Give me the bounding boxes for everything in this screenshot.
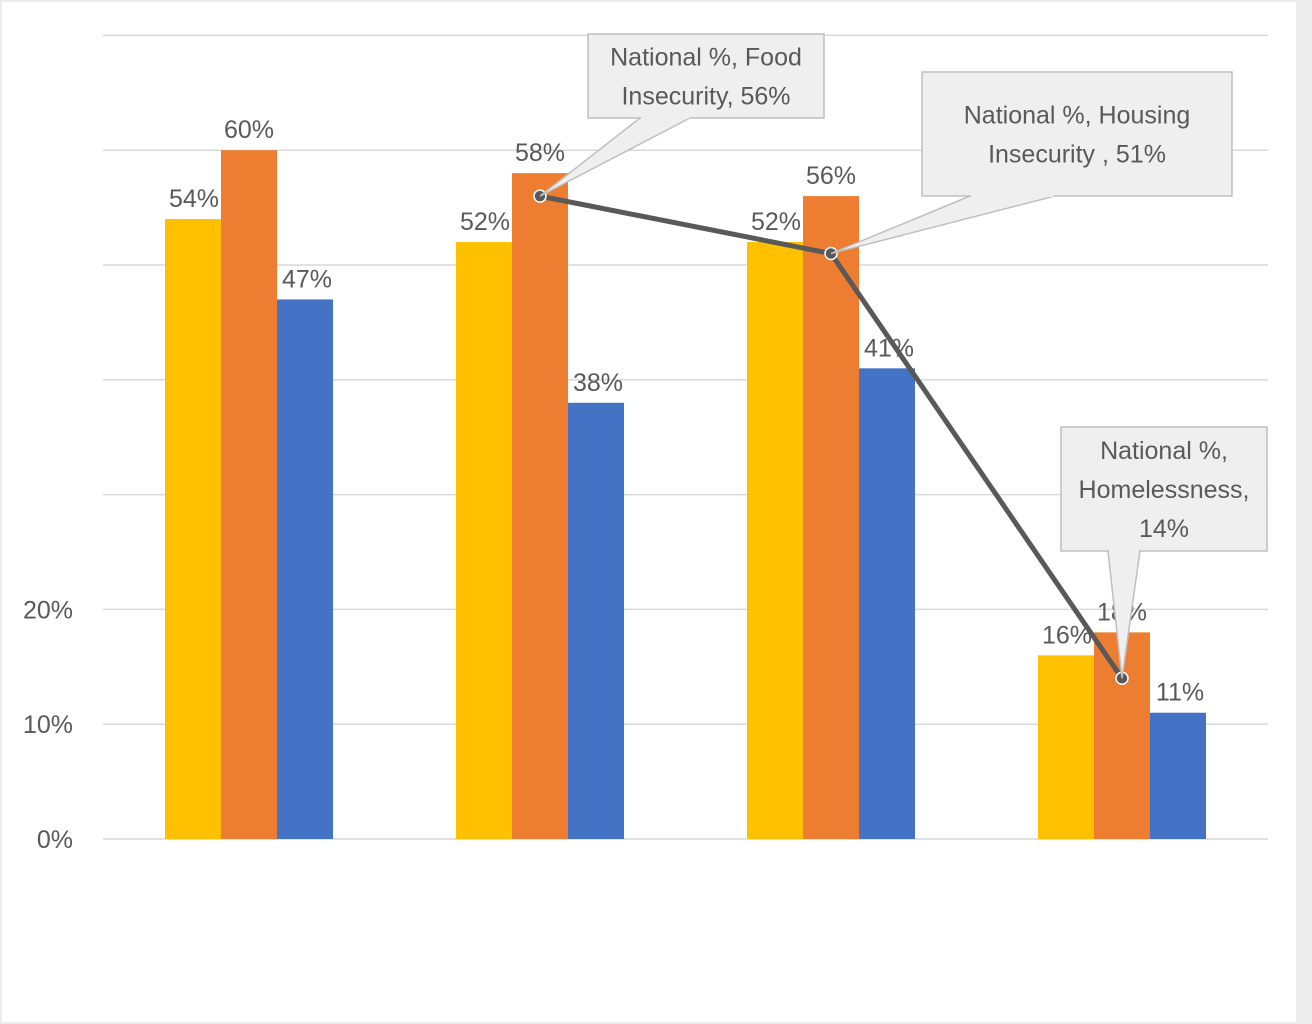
bar-series1-cat2 — [456, 242, 512, 840]
bar-series3-cat1 — [277, 299, 333, 839]
callout-text-line: National %, Housing — [964, 102, 1191, 130]
bar-series1-cat3 — [747, 242, 803, 840]
bar-series3-cat2 — [568, 402, 624, 839]
callout-text-line: Homelessness, — [1079, 476, 1250, 504]
y-tick-label: 10% — [23, 711, 73, 739]
data-label: 58% — [515, 139, 565, 167]
callout-box — [1060, 426, 1268, 552]
callout-text-line: Insecurity , 51% — [988, 141, 1166, 169]
callout-text-line: 14% — [1139, 515, 1189, 543]
data-label: 47% — [282, 265, 332, 293]
callout-pointer — [830, 195, 1056, 255]
callout-3: National %, Homelessness, 14% — [1060, 426, 1268, 679]
callout-box — [921, 71, 1233, 197]
callout-text-line: National %, — [1100, 437, 1228, 465]
callout-text-line: Insecurity, 56% — [621, 83, 790, 111]
callout-text-line: National %, Food — [610, 44, 802, 72]
data-label: 60% — [224, 116, 274, 144]
y-tick-label: 20% — [23, 596, 73, 624]
bar-series3-cat4 — [1150, 712, 1206, 839]
data-label: 38% — [573, 369, 623, 397]
callout-2: National %, Housing Insecurity , 51% — [830, 71, 1233, 255]
callout-box — [587, 33, 825, 119]
data-label: 52% — [460, 208, 510, 236]
data-label: 54% — [169, 185, 219, 213]
y-axis-ticks: 0% 10% 20% — [23, 596, 73, 854]
bar-series3-cat3 — [859, 368, 915, 839]
bars — [165, 150, 1206, 840]
bar-series2-cat3 — [803, 196, 859, 839]
data-label: 52% — [751, 208, 801, 236]
data-label: 11% — [1156, 679, 1204, 707]
callout-1: National %, Food Insecurity, 56% — [539, 33, 825, 197]
y-tick-label: 0% — [37, 826, 73, 854]
bar-series2-cat2 — [512, 173, 568, 839]
bar-series1-cat4 — [1038, 655, 1094, 839]
bar-series2-cat1 — [221, 150, 277, 839]
bar-series1-cat1 — [165, 219, 221, 839]
data-label: 56% — [806, 162, 856, 190]
